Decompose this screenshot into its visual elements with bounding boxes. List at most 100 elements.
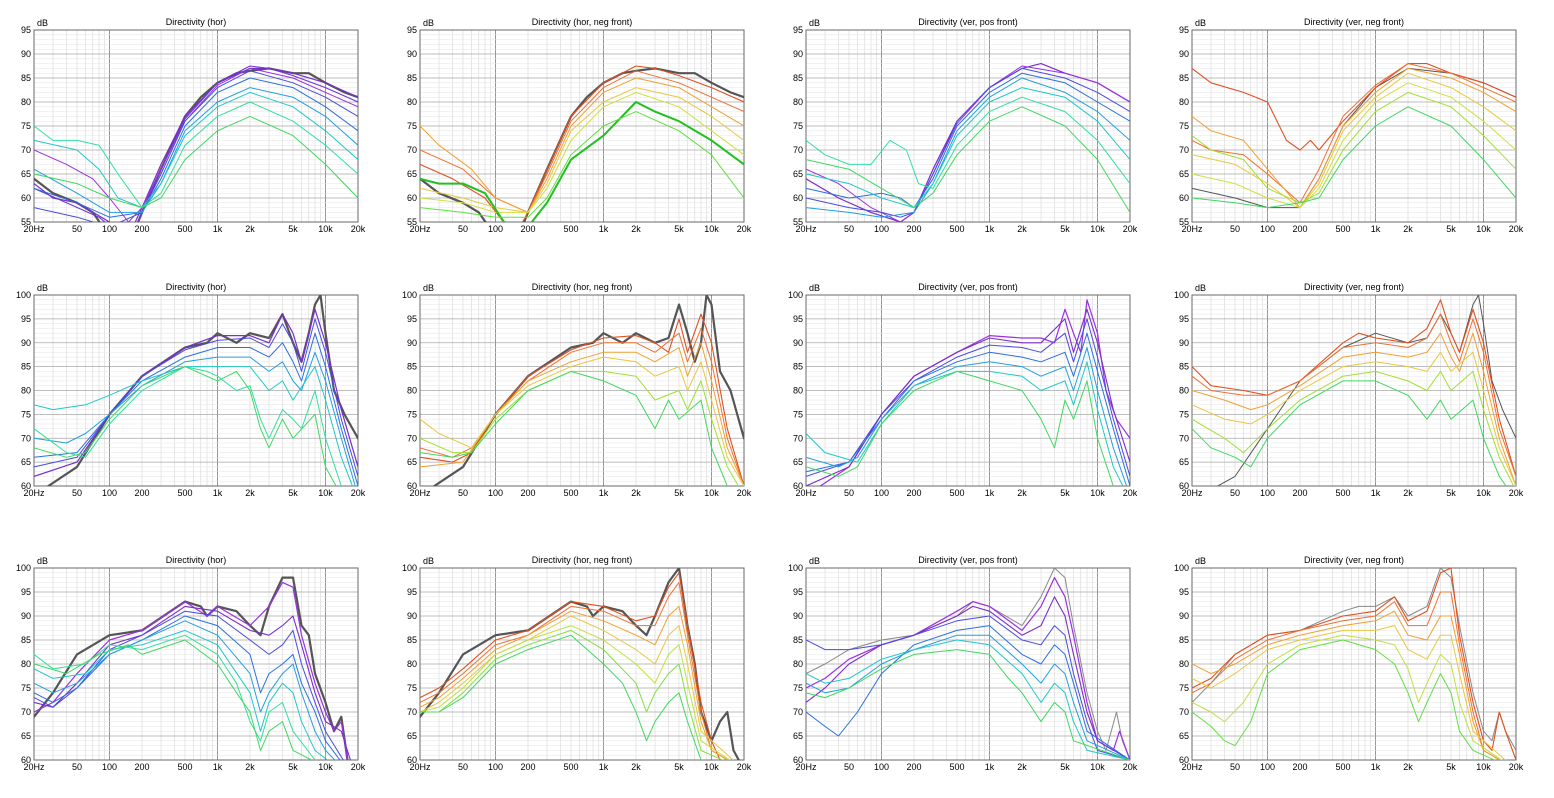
x-tick-label: 50 xyxy=(1230,762,1240,772)
y-tick-label: 100 xyxy=(788,563,803,573)
chart-title: Directivity (ver, neg front) xyxy=(1304,555,1404,565)
x-tick-label: 500 xyxy=(1335,224,1350,234)
x-tick-label: 20k xyxy=(1509,488,1524,498)
series-line-4 xyxy=(34,332,358,486)
y-tick-label: 100 xyxy=(16,290,31,300)
series-line-7 xyxy=(806,639,1130,760)
plot-frame xyxy=(805,29,1131,223)
y-tick-label: 95 xyxy=(793,314,803,324)
y-tick-label: 85 xyxy=(1179,635,1189,645)
x-tick-label: 5k xyxy=(288,762,298,772)
x-tick-label: 1k xyxy=(213,224,223,234)
y-tick-label: 80 xyxy=(21,386,31,396)
x-tick-label: 10k xyxy=(1476,488,1491,498)
series-line-5 xyxy=(420,356,744,486)
x-tick-label: 20Hz xyxy=(409,488,431,498)
x-tick-label: 100 xyxy=(488,488,503,498)
series-line-3 xyxy=(806,67,1130,218)
x-tick-label: 20k xyxy=(351,224,366,234)
y-tick-label: 60 xyxy=(21,755,31,765)
x-tick-label: 20k xyxy=(1509,762,1524,772)
x-tick-label: 200 xyxy=(1292,762,1307,772)
y-tick-label: 65 xyxy=(407,169,417,179)
series-line-7 xyxy=(1192,91,1516,204)
x-tick-label: 500 xyxy=(177,224,192,234)
y-tick-label: 95 xyxy=(1179,25,1189,35)
x-tick-label: 200 xyxy=(134,488,149,498)
y-unit-label: dB xyxy=(1195,283,1206,293)
y-tick-label: 85 xyxy=(21,73,31,83)
grid-lines xyxy=(419,29,744,223)
series-line-5 xyxy=(1192,625,1507,760)
x-tick-label: 500 xyxy=(177,762,192,772)
x-tick-label: 100 xyxy=(1260,762,1275,772)
y-tick-label: 95 xyxy=(407,587,417,597)
series-line-5 xyxy=(806,347,1128,486)
x-tick-label: 20k xyxy=(737,224,752,234)
y-tick-label: 75 xyxy=(21,121,31,131)
x-tick-label: 5k xyxy=(1446,224,1456,234)
series-line-3 xyxy=(34,318,358,477)
x-tick-label: 20Hz xyxy=(409,224,431,234)
x-tick-label: 200 xyxy=(906,488,921,498)
x-tick-label: 200 xyxy=(906,762,921,772)
series-group xyxy=(420,568,741,760)
y-tick-label: 70 xyxy=(21,707,31,717)
x-tick-label: 500 xyxy=(563,488,578,498)
y-tick-label: 75 xyxy=(1179,683,1189,693)
series-line-4 xyxy=(1192,67,1516,209)
series-line-2 xyxy=(806,308,1130,486)
x-tick-label: 200 xyxy=(520,488,535,498)
grid-lines xyxy=(33,567,358,761)
x-tick-label: 100 xyxy=(488,224,503,234)
x-tick-label: 100 xyxy=(874,224,889,234)
y-tick-label: 80 xyxy=(21,659,31,669)
x-tick-label: 5k xyxy=(1060,762,1070,772)
series-line-2 xyxy=(420,572,722,760)
x-tick-label: 500 xyxy=(563,762,578,772)
x-tick-label: 100 xyxy=(1260,488,1275,498)
chart-title: Directivity (hor, neg front) xyxy=(532,555,633,565)
y-unit-label: dB xyxy=(809,18,820,28)
series-group xyxy=(420,65,744,222)
series-line-2 xyxy=(420,65,744,222)
x-tick-label: 50 xyxy=(1230,224,1240,234)
series-line-8 xyxy=(34,366,337,486)
x-tick-label: 2k xyxy=(245,762,255,772)
x-tick-label: 5k xyxy=(1446,488,1456,498)
y-unit-label: dB xyxy=(423,283,434,293)
chart-svg: Directivity (hor, neg front) dB 60 65 70 75 80… xyxy=(402,555,752,772)
x-tick-label: 2k xyxy=(1403,762,1413,772)
y-tick-label: 85 xyxy=(1179,362,1189,372)
y-tick-label: 90 xyxy=(407,338,417,348)
y-tick-label: 90 xyxy=(1179,611,1189,621)
y-tick-label: 65 xyxy=(21,457,31,467)
series-line-7 xyxy=(34,629,329,760)
y-tick-label: 90 xyxy=(793,49,803,59)
y-tick-label: 85 xyxy=(793,362,803,372)
series-line-7 xyxy=(806,370,1114,486)
x-tick-label: 100 xyxy=(874,488,889,498)
x-tick-label: 20Hz xyxy=(409,762,431,772)
chart-svg: Directivity (ver, pos front) dB 55 60 65 70 75… xyxy=(793,17,1138,234)
series-line-2 xyxy=(1192,568,1516,760)
x-tick-label: 500 xyxy=(949,762,964,772)
chart-title: Directivity (hor, neg front) xyxy=(532,17,633,27)
chart-title: Directivity (ver, pos front) xyxy=(918,282,1018,292)
directivity-chart-4: Directivity (ver, neg front) dB 55 60 65 70 75… xyxy=(1158,14,1524,236)
y-tick-label: 60 xyxy=(793,755,803,765)
y-tick-label: 70 xyxy=(407,145,417,155)
chart-svg: Directivity (ver, neg front) dB 55 60 65 70 75… xyxy=(1179,17,1524,234)
x-tick-label: 5k xyxy=(1060,224,1070,234)
x-tick-label: 500 xyxy=(563,224,578,234)
y-tick-label: 80 xyxy=(407,659,417,669)
x-tick-label: 20Hz xyxy=(1181,762,1203,772)
y-tick-label: 75 xyxy=(407,409,417,419)
x-tick-label: 500 xyxy=(949,224,964,234)
series-line-7 xyxy=(806,96,1130,189)
series-line-7 xyxy=(34,87,358,213)
x-tick-label: 2k xyxy=(1017,488,1027,498)
x-tick-label: 20Hz xyxy=(23,488,45,498)
x-tick-label: 1k xyxy=(1371,762,1381,772)
chart-title: Directivity (ver, neg front) xyxy=(1304,17,1404,27)
